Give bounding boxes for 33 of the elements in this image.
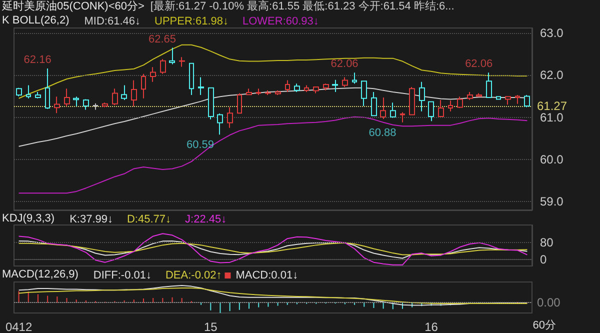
text: 60.59 [186, 139, 214, 152]
ref-line-label: 0.00 [537, 296, 561, 310]
y-tick-label: 61.0 [540, 110, 564, 124]
text: 60.88 [368, 126, 396, 139]
y-tick-label: 62.0 [540, 68, 564, 82]
text: 60分 [532, 320, 556, 332]
legend-label: MACD:0.01↓ [236, 270, 298, 282]
text: LOWER:60.93↓ [242, 16, 319, 28]
series-label: DEA:-0.02↑ [165, 270, 222, 282]
y-tick-label: 0 [540, 252, 547, 267]
y-tick-label: 63.0 [540, 26, 564, 40]
chart-subtitle: [最新:61.27 -0.10% 最高:61.55 最低:61.23 今开:61.54 昨结:6... [150, 0, 454, 12]
text: MID:61.46↓ [84, 16, 141, 28]
text: 62.16 [24, 54, 52, 66]
text: 62.06 [330, 58, 358, 70]
y-tick-label: 59.0 [540, 194, 564, 209]
y-tick-label: 80 [540, 235, 554, 250]
text: 62.65 [148, 33, 176, 46]
legend-title: K BOLL(26,2) [2, 14, 70, 26]
ref-line-label: 61.27 [537, 98, 568, 113]
legend-title: KDJ(9,3,3) [2, 212, 55, 224]
legend-title: MACD(12,26,9) [2, 268, 78, 280]
y-tick-label: 60.0 [540, 152, 564, 166]
series-label: D:45.77↓ [126, 214, 172, 226]
series-label: DIFF:-0.01↓ [93, 270, 152, 282]
series-label: J:22.45↓ [185, 214, 227, 226]
x-tick-label: 15 [204, 320, 218, 333]
text: 62.06 [465, 58, 493, 70]
x-tick-label: 0412 [5, 320, 32, 333]
series-label: K:37.99↓ [70, 214, 113, 226]
x-tick-label: 16 [424, 320, 438, 333]
text: UPPER:61.98↓ [154, 16, 228, 28]
chart-title: 延时美原油05(CONK)<60分> [1, 0, 144, 12]
